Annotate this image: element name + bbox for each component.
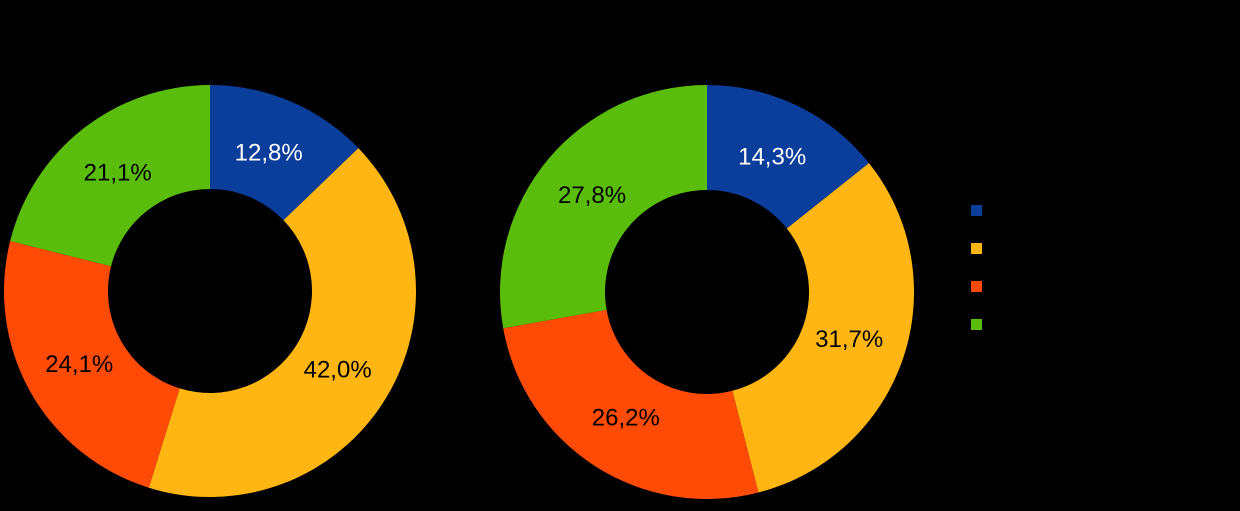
donut-1-data-label-3: 27,8% xyxy=(558,182,626,209)
donut-0-slice-3 xyxy=(10,85,211,267)
donut-0-data-label-2: 24,1% xyxy=(45,351,113,378)
legend-swatch-icon xyxy=(971,205,982,216)
donut-chart-0: 12,8% 42,0% 24,1% 21,1% xyxy=(3,85,416,497)
legend-item-1 xyxy=(971,243,991,254)
legend-item-3 xyxy=(971,319,991,330)
donut-0-data-label-1: 42,0% xyxy=(304,356,372,383)
legend-item-0 xyxy=(971,205,991,216)
donut-0-data-label-3: 21,1% xyxy=(84,159,152,186)
chart-legend xyxy=(971,205,991,330)
donut-chart-1: 14,3% 31,7% 26,2% 27,8% xyxy=(500,85,914,499)
donut-1-slice-1 xyxy=(732,163,914,493)
legend-swatch-icon xyxy=(971,319,982,330)
donut-0-slice-2 xyxy=(3,241,180,488)
donut-1-slice-2 xyxy=(503,309,759,499)
donut-1-data-label-0: 14,3% xyxy=(738,143,806,170)
donut-1-data-label-1: 31,7% xyxy=(815,326,883,353)
legend-item-2 xyxy=(971,281,991,292)
donut-1-slice-3 xyxy=(500,85,707,329)
donut-0-slice-0 xyxy=(210,85,359,221)
donut-0-slice-1 xyxy=(148,148,416,497)
legend-swatch-icon xyxy=(971,243,982,254)
donut-0-data-label-0: 12,8% xyxy=(235,139,303,166)
legend-swatch-icon xyxy=(971,281,982,292)
donut-1-slice-0 xyxy=(707,85,869,229)
donut-1-data-label-2: 26,2% xyxy=(592,405,660,432)
